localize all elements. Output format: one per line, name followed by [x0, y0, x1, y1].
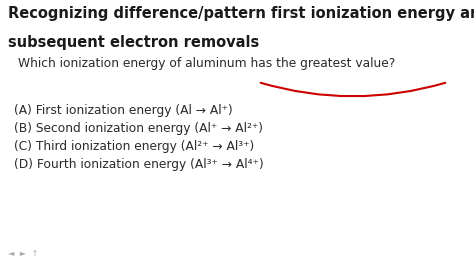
Text: Recognizing difference/pattern first ionization energy and: Recognizing difference/pattern first ion…: [8, 6, 474, 21]
Text: (C) Third ionization energy (Al²⁺ → Al³⁺): (C) Third ionization energy (Al²⁺ → Al³⁺…: [14, 140, 254, 153]
Text: ◄  ►  ↑: ◄ ► ↑: [8, 249, 38, 258]
Text: (A) First ionization energy (Al → Al⁺): (A) First ionization energy (Al → Al⁺): [14, 104, 233, 117]
Text: Which ionization energy of aluminum has the greatest value?: Which ionization energy of aluminum has …: [18, 57, 395, 70]
Text: (B) Second ionization energy (Al⁺ → Al²⁺): (B) Second ionization energy (Al⁺ → Al²⁺…: [14, 122, 263, 135]
Text: subsequent electron removals: subsequent electron removals: [8, 35, 259, 49]
Text: (D) Fourth ionization energy (Al³⁺ → Al⁴⁺): (D) Fourth ionization energy (Al³⁺ → Al⁴…: [14, 158, 264, 171]
